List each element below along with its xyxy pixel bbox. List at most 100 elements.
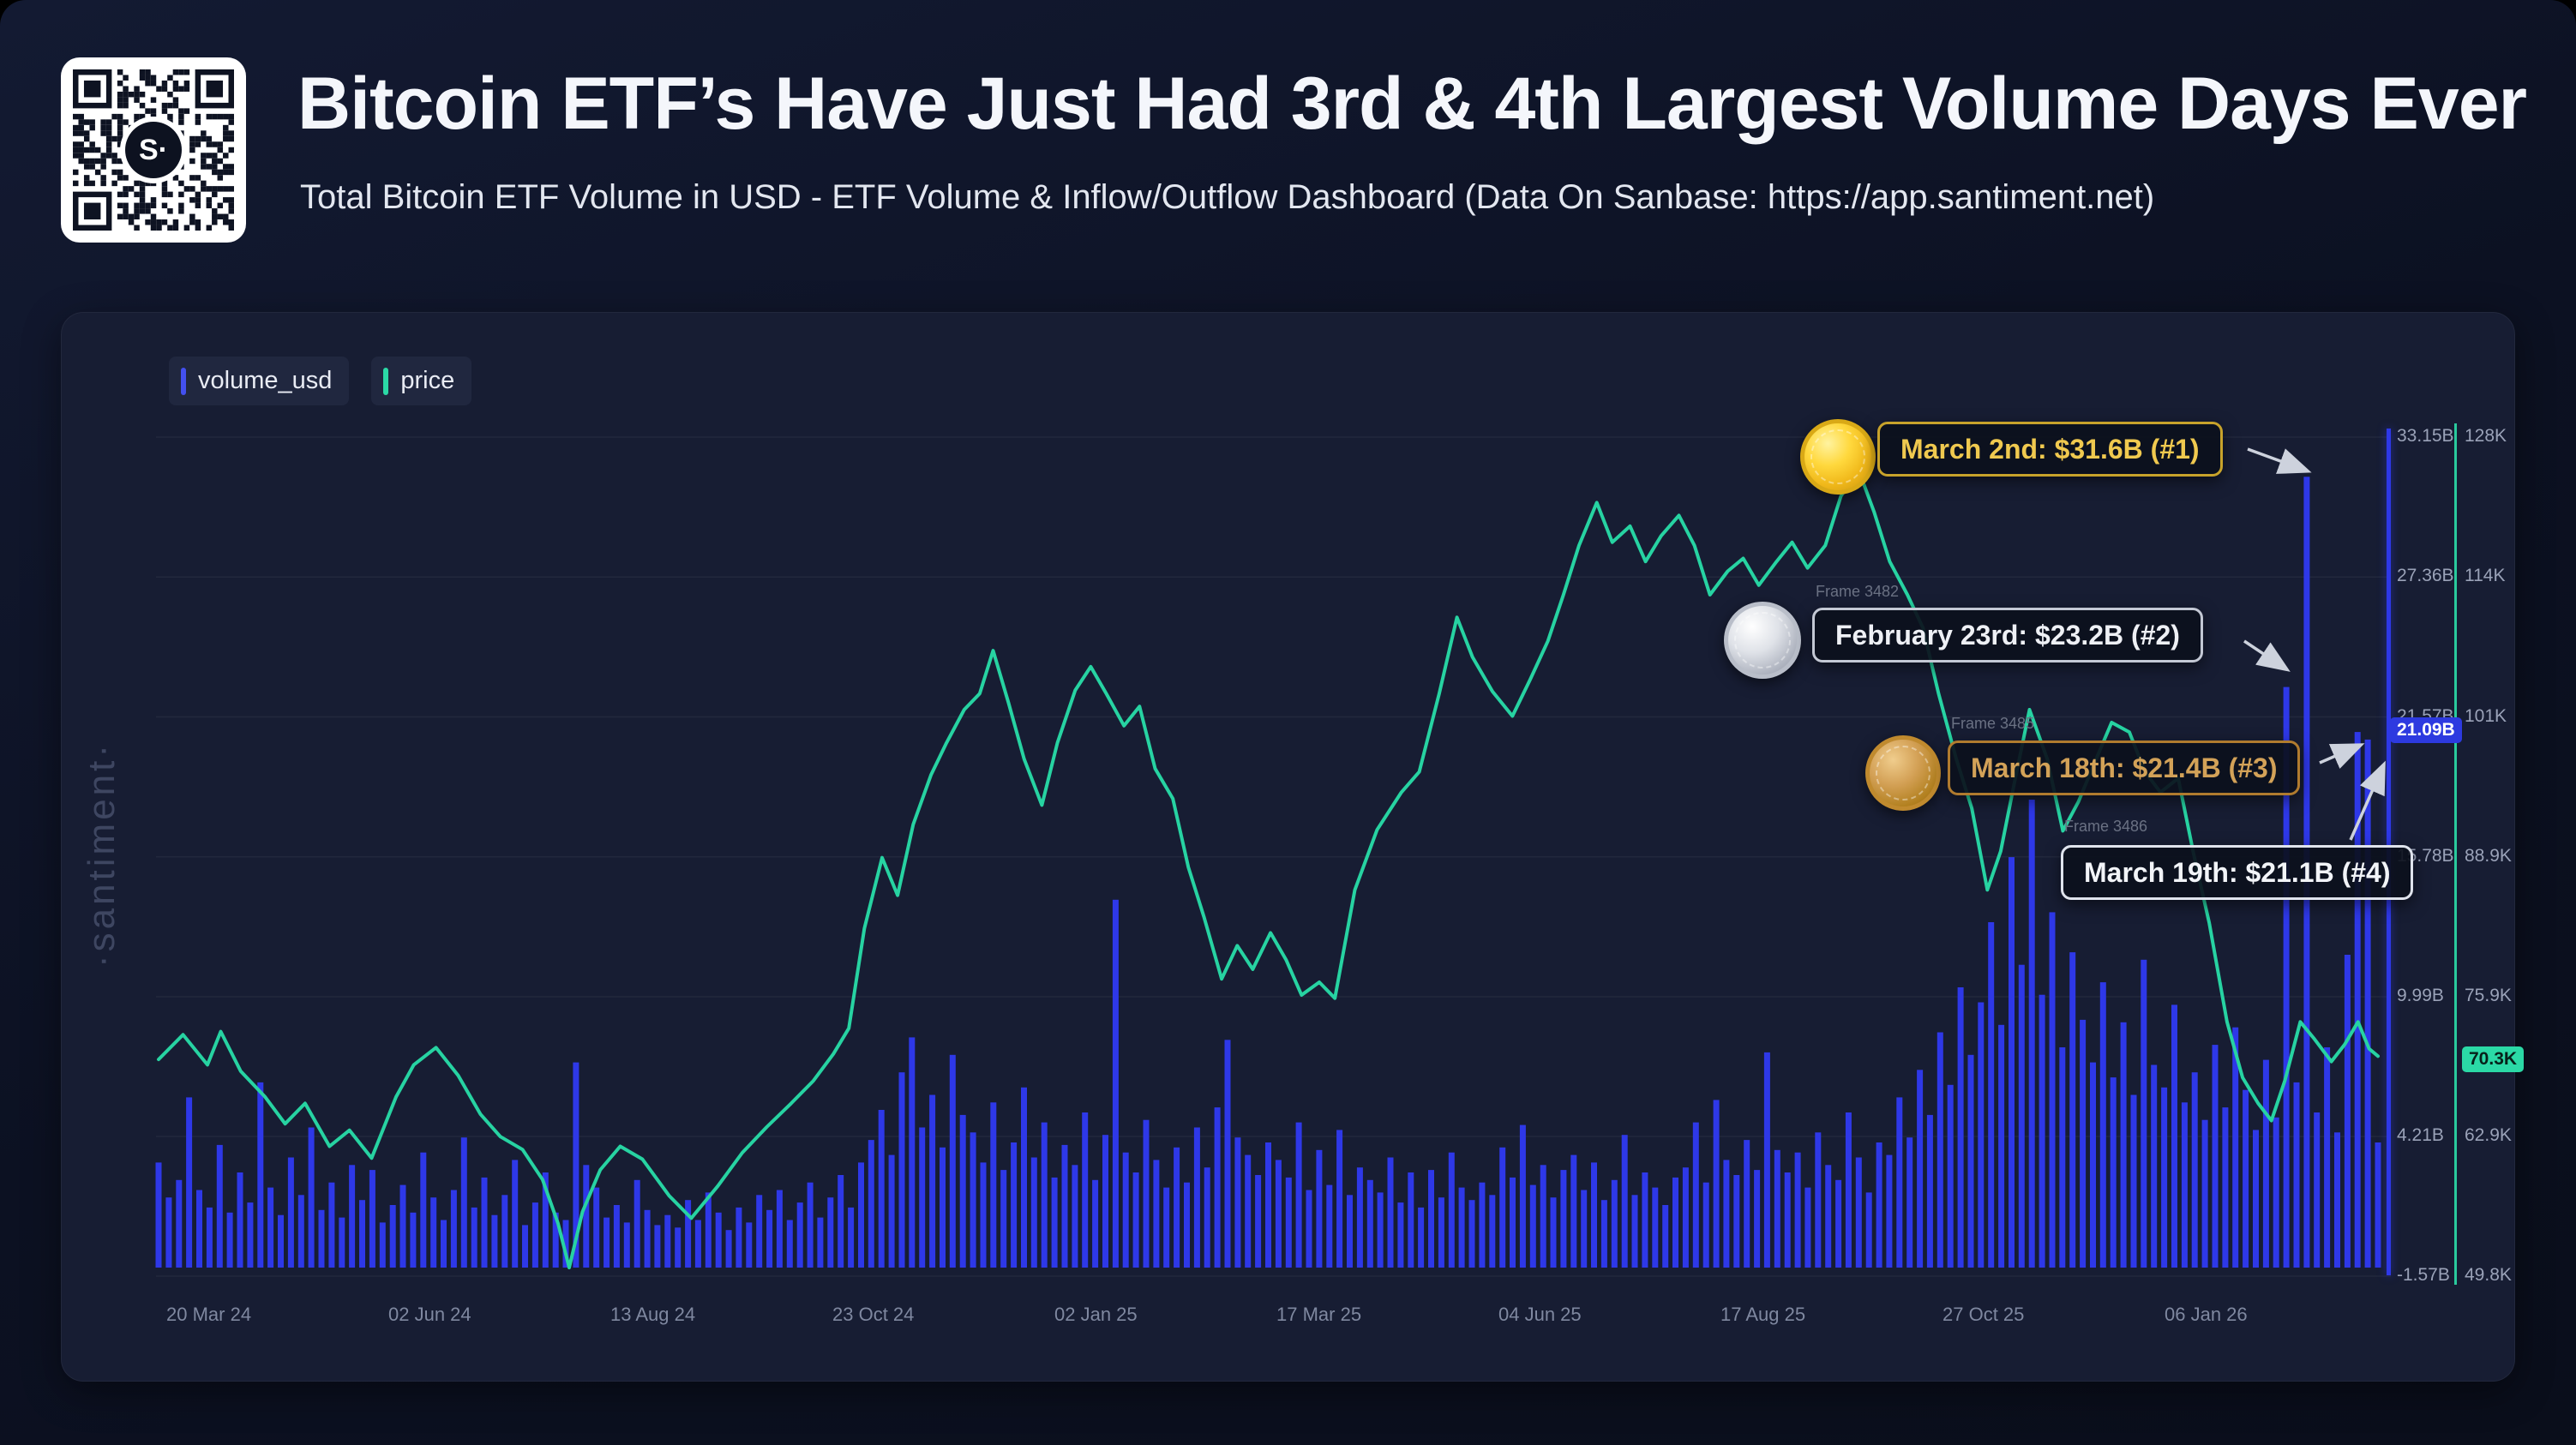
santiment-watermark: ·santiment· [81,740,123,968]
volume-bar [1794,1152,1801,1268]
volume-bar [685,1200,692,1268]
volume-bar [2110,1077,2117,1268]
volume-bar [1600,1200,1607,1268]
volume-bar [1387,1157,1394,1268]
volume-bar [1631,1195,1638,1268]
volume-bar [278,1214,284,1268]
volume-bar [1581,1190,1588,1268]
volume-bar [328,1182,335,1268]
annotation-rank2[interactable]: February 23rd: $23.2B (#2) [1812,608,2203,663]
volume-bar [1336,1130,1343,1268]
annotation-rank4[interactable]: March 19th: $21.1B (#4) [2061,845,2414,900]
volume-bar [593,1187,600,1268]
volume-bar [379,1222,386,1268]
volume-bar [257,1082,264,1268]
chart-plot-area[interactable] [155,419,2391,1277]
current-volume-badge: 21.09B [2390,717,2462,743]
volume-bar [858,1162,864,1268]
legend-color-volume [181,367,186,395]
volume-bar [2243,1089,2249,1268]
volume-bar [970,1132,976,1268]
bronze-coin-icon[interactable] [1865,735,1941,811]
volume-bar [1489,1195,1496,1268]
volume-bar [155,1162,162,1268]
volume-bar [1326,1184,1333,1268]
volume-bar [1021,1087,1027,1268]
volume-bar [1917,1070,1924,1268]
qr-pattern [73,69,234,231]
legend-item-volume-usd[interactable]: volume_usd [169,357,350,405]
volume-bar [1886,1154,1893,1268]
volume-bar [949,1054,956,1268]
volume-bar [2039,994,2045,1268]
volume-bar [460,1137,467,1268]
volume-bar [1204,1167,1210,1268]
volume-bar [2232,1027,2239,1268]
volume-bar [1591,1162,1597,1268]
volume-bar [1092,1179,1099,1268]
volume-bar [1347,1195,1353,1268]
qr-code: S· [61,57,246,243]
volume-bar [1692,1122,1699,1268]
volume-bar [1041,1122,1048,1268]
volume-bar [226,1212,233,1268]
volume-bar [1051,1177,1058,1268]
volume-bar [1723,1160,1730,1268]
volume-bar [1967,1054,1974,1268]
volume-bar [1397,1202,1404,1268]
volume-bar [746,1222,753,1268]
legend-label-volume: volume_usd [198,367,333,394]
volume-bar [1112,899,1119,1268]
volume-bar [1234,1137,1241,1268]
volume-bar [776,1190,783,1268]
annotation-rank1[interactable]: March 2nd: $31.6B (#1) [1877,422,2223,477]
volume-bar [1621,1135,1628,1268]
volume-bar [450,1190,457,1268]
volume-bar [2090,1062,2096,1268]
volume-bar [2049,912,2056,1268]
volume-bar [1570,1154,1577,1268]
volume-bar [1642,1172,1648,1268]
volume-bar [1163,1187,1170,1268]
volume-bar [2009,857,2015,1268]
volume-bar [216,1144,223,1268]
gold-coin-icon[interactable] [1800,419,1876,495]
volume-bar [308,1127,315,1268]
volume-bar [2253,1130,2259,1268]
current-price-badge: 70.3K [2462,1046,2525,1072]
volume-bar [817,1217,824,1268]
volume-bar [756,1195,763,1268]
volume-bar [909,1037,916,1268]
volume-bar [186,1097,193,1268]
volume-bar [583,1165,590,1268]
volume-bar [1285,1177,1292,1268]
volume-bar [196,1190,202,1268]
volume-bar [796,1202,803,1268]
volume-bar [165,1197,172,1268]
volume-bar [206,1207,213,1268]
volume-bar [1763,1052,1770,1268]
volume-bar [1835,1179,1842,1268]
volume-bar [501,1195,508,1268]
volume-bar [1998,1024,2005,1268]
annotation-rank3[interactable]: March 18th: $21.4B (#3) [1948,740,2301,795]
volume-bar [573,1062,579,1268]
volume-bar [644,1209,651,1268]
page-subtitle: Total Bitcoin ETF Volume in USD - ETF Vo… [300,178,2155,216]
legend-item-price[interactable]: price [371,357,472,405]
volume-bar [318,1209,325,1268]
volume-bar [1825,1165,1832,1268]
volume-bar [613,1205,620,1268]
volume-bar [1061,1144,1068,1268]
volume-bar [1448,1152,1455,1268]
volume-bar [349,1165,356,1268]
volume-bar [1122,1152,1129,1268]
silver-coin-icon[interactable] [1724,602,1801,679]
volume-bar [481,1177,488,1268]
volume-bar [838,1175,844,1268]
volume-bar [1988,922,1995,1268]
volume-bar [1011,1142,1018,1268]
volume-bar [2130,1094,2137,1268]
volume-bar [1418,1207,1425,1268]
volume-bar [1366,1179,1373,1268]
